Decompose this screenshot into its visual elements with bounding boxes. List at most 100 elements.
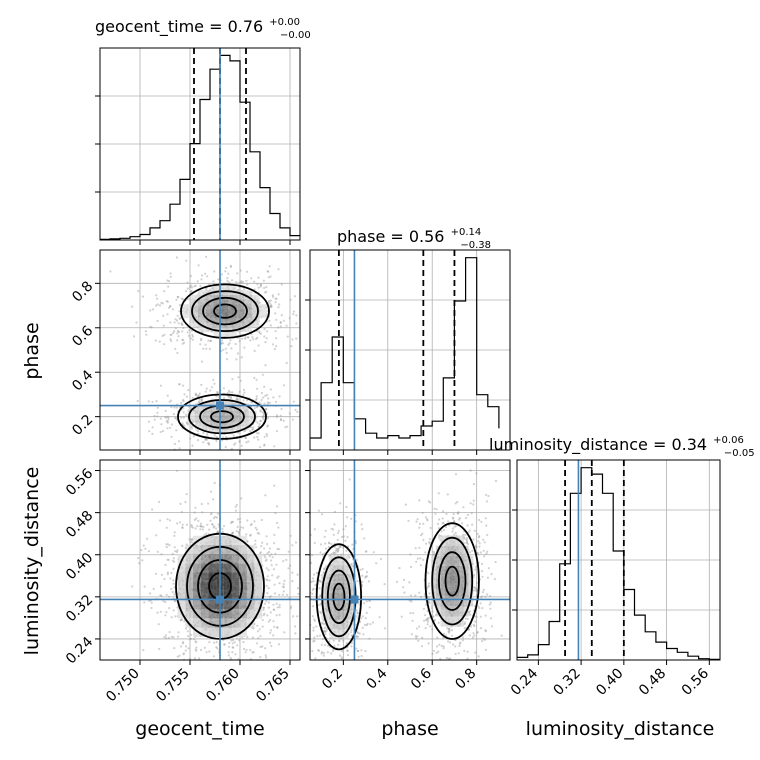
sample-point bbox=[272, 568, 276, 571]
sample-point bbox=[438, 536, 441, 539]
sample-point bbox=[158, 647, 161, 651]
sample-point bbox=[192, 435, 195, 438]
sample-point bbox=[283, 631, 286, 634]
sample-point bbox=[207, 442, 210, 445]
sample-point bbox=[268, 319, 271, 322]
density-cell bbox=[213, 318, 222, 323]
density-cell bbox=[340, 564, 345, 574]
density-cell bbox=[185, 554, 193, 564]
sample-point bbox=[191, 526, 194, 529]
contour-line bbox=[213, 303, 237, 319]
sample-point bbox=[479, 627, 482, 630]
sample-point bbox=[202, 347, 205, 350]
sample-point bbox=[427, 541, 431, 544]
density-cell bbox=[221, 327, 229, 333]
sample-point bbox=[324, 542, 327, 545]
density-cell bbox=[440, 545, 446, 556]
sample-point bbox=[449, 641, 452, 644]
density-cell bbox=[223, 627, 232, 637]
sample-point bbox=[200, 360, 204, 363]
sample-point bbox=[166, 279, 169, 282]
density-cell bbox=[449, 535, 455, 546]
sample-point bbox=[221, 342, 225, 345]
sample-point bbox=[253, 349, 256, 352]
sample-point bbox=[169, 272, 172, 275]
contour-line bbox=[210, 410, 234, 424]
density-cell bbox=[454, 596, 460, 607]
sample-point bbox=[269, 631, 272, 634]
sample-point bbox=[277, 526, 280, 529]
sample-point bbox=[253, 376, 256, 379]
sample-point bbox=[181, 422, 184, 425]
sample-point bbox=[196, 439, 200, 442]
sample-point bbox=[339, 544, 342, 548]
sample-point bbox=[185, 395, 189, 398]
sample-point bbox=[325, 630, 328, 633]
density-cell bbox=[202, 414, 211, 419]
sample-point bbox=[475, 545, 478, 549]
sample-point bbox=[383, 627, 386, 630]
density-cell bbox=[231, 609, 240, 619]
sample-point bbox=[224, 347, 227, 350]
density-cell bbox=[236, 322, 245, 328]
sample-point bbox=[264, 364, 267, 367]
sample-point bbox=[457, 511, 460, 514]
sample-point bbox=[480, 520, 483, 523]
sample-point bbox=[246, 283, 249, 286]
sample-point bbox=[337, 529, 340, 532]
density-cell bbox=[221, 308, 229, 314]
sample-point bbox=[231, 532, 234, 535]
sample-point bbox=[261, 411, 264, 414]
sample-point bbox=[336, 550, 339, 553]
hist-bar bbox=[592, 474, 603, 660]
sample-point bbox=[208, 641, 211, 644]
sample-point bbox=[264, 494, 267, 497]
sample-point bbox=[313, 618, 316, 621]
sample-point bbox=[225, 436, 228, 439]
sample-point bbox=[238, 639, 241, 642]
sample-point bbox=[160, 423, 163, 426]
density-cell bbox=[231, 627, 240, 637]
sample-point bbox=[484, 630, 487, 633]
sample-point bbox=[170, 635, 173, 639]
density-cell bbox=[445, 576, 450, 587]
sample-point bbox=[485, 524, 488, 527]
sample-point bbox=[337, 547, 340, 550]
sample-point bbox=[237, 530, 241, 534]
sample-point bbox=[426, 519, 429, 522]
sample-point bbox=[204, 272, 207, 275]
sample-point bbox=[242, 393, 245, 397]
density-cell bbox=[208, 600, 217, 610]
sample-point bbox=[190, 524, 193, 527]
sample-point bbox=[472, 623, 475, 626]
sample-point bbox=[169, 399, 173, 402]
sample-point bbox=[197, 519, 200, 523]
sample-point bbox=[174, 318, 177, 321]
sample-point bbox=[263, 547, 266, 550]
sample-point bbox=[280, 407, 283, 411]
sample-point bbox=[270, 559, 273, 562]
sample-point bbox=[181, 523, 184, 526]
sample-point bbox=[350, 634, 353, 637]
sample-point bbox=[236, 518, 240, 521]
sample-point bbox=[217, 278, 220, 281]
density-cell bbox=[193, 544, 201, 555]
density-cell bbox=[223, 600, 232, 610]
hist-bar bbox=[260, 188, 270, 240]
sample-point bbox=[238, 340, 241, 343]
sample-point bbox=[212, 655, 215, 658]
density-cell bbox=[200, 590, 209, 601]
sample-point bbox=[245, 648, 248, 652]
truth-marker bbox=[216, 595, 224, 604]
density-cell bbox=[244, 290, 252, 295]
sample-point bbox=[474, 620, 477, 623]
sample-point bbox=[166, 415, 169, 418]
sample-point bbox=[208, 443, 211, 446]
sample-point bbox=[178, 383, 181, 386]
sample-point bbox=[224, 270, 227, 273]
hist-bar bbox=[240, 102, 250, 240]
density-cell bbox=[205, 308, 214, 314]
sample-point bbox=[447, 630, 450, 633]
sample-point bbox=[226, 277, 229, 280]
sample-point bbox=[489, 595, 492, 598]
